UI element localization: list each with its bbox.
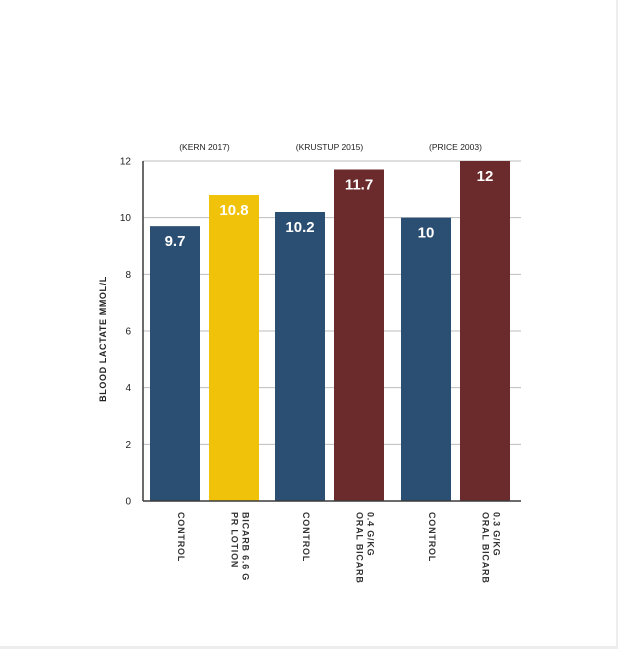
bar [401, 217, 451, 501]
x-tick-label: PR LOTION [230, 512, 240, 568]
bar [275, 212, 325, 501]
bar [334, 169, 384, 501]
data-label: 11.7 [345, 177, 373, 194]
data-label: 12 [477, 168, 494, 185]
labels: 0 2 4 6 8 10 12 9.7 CONTROL 10.8 PR LOTION BICARB 6… [120, 142, 502, 584]
y-tick-label: 4 [125, 383, 131, 394]
y-tick-label: 0 [125, 497, 131, 508]
group-label: (KRUSTUP 2015) [296, 142, 364, 152]
y-tick-label: 8 [125, 270, 131, 281]
x-tick-label: 0.3 G/KG [492, 512, 502, 556]
group-label: (KERN 2017) [179, 142, 230, 152]
page-border-bottom [0, 646, 618, 649]
group-label: (PRICE 2003) [429, 142, 482, 152]
data-label: 10 [418, 225, 435, 242]
page-border-right [616, 0, 618, 649]
y-tick-label: 6 [125, 327, 131, 338]
bar [460, 161, 510, 501]
y-tick-label: 2 [125, 440, 131, 451]
x-tick-label: BICARB 6.6 G [241, 512, 251, 581]
x-tick-label: CONTROL [301, 512, 311, 562]
x-tick-label: CONTROL [427, 512, 437, 562]
data-label: 10.2 [285, 219, 314, 236]
y-tick-label: 12 [120, 157, 132, 168]
x-tick-label: 0.4 G/KG [366, 512, 376, 556]
y-axis-title: BLOOD LACTATE MMOL/L [98, 276, 108, 402]
x-tick-label: CONTROL [176, 512, 186, 562]
bars [150, 161, 510, 501]
data-label: 9.7 [165, 233, 186, 250]
axes [142, 161, 521, 502]
y-tick-label: 10 [120, 213, 132, 224]
x-tick-label: ORAL BICARB [481, 512, 491, 584]
gridlines [143, 160, 521, 445]
x-tick-label: ORAL BICARB [355, 512, 365, 584]
bar [209, 195, 259, 501]
bar [150, 226, 200, 501]
data-label: 10.8 [219, 202, 248, 219]
